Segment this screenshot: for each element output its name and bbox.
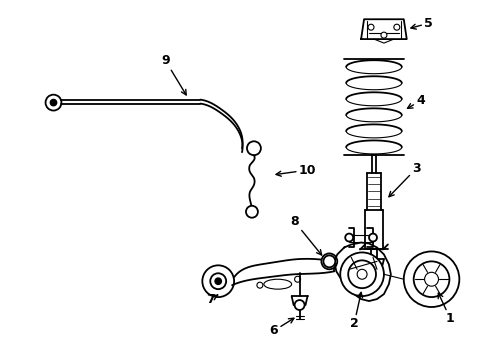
- Text: 3: 3: [389, 162, 421, 197]
- Circle shape: [369, 234, 377, 242]
- Text: 4: 4: [408, 94, 425, 108]
- Circle shape: [414, 261, 449, 297]
- Text: 8: 8: [290, 215, 321, 255]
- Circle shape: [294, 300, 305, 310]
- Circle shape: [394, 24, 400, 30]
- Text: 10: 10: [276, 163, 316, 176]
- Circle shape: [321, 253, 337, 269]
- Circle shape: [425, 272, 439, 286]
- Circle shape: [340, 252, 384, 296]
- Text: 5: 5: [411, 17, 433, 30]
- Circle shape: [294, 276, 300, 282]
- Circle shape: [215, 278, 221, 284]
- Circle shape: [247, 141, 261, 155]
- Circle shape: [257, 282, 263, 288]
- Text: 9: 9: [161, 54, 186, 95]
- Circle shape: [345, 234, 353, 242]
- Text: 1: 1: [438, 293, 455, 325]
- Text: 7: 7: [206, 293, 218, 306]
- Ellipse shape: [264, 279, 292, 289]
- Circle shape: [348, 260, 376, 288]
- Circle shape: [210, 273, 226, 289]
- Circle shape: [46, 95, 61, 111]
- Circle shape: [246, 206, 258, 218]
- Circle shape: [50, 100, 56, 105]
- Circle shape: [357, 269, 367, 279]
- Circle shape: [202, 265, 234, 297]
- Circle shape: [404, 251, 459, 307]
- Text: 2: 2: [350, 292, 363, 330]
- Circle shape: [370, 260, 378, 268]
- Circle shape: [368, 24, 374, 30]
- Circle shape: [323, 255, 335, 267]
- Circle shape: [381, 32, 387, 38]
- Text: 6: 6: [270, 318, 294, 337]
